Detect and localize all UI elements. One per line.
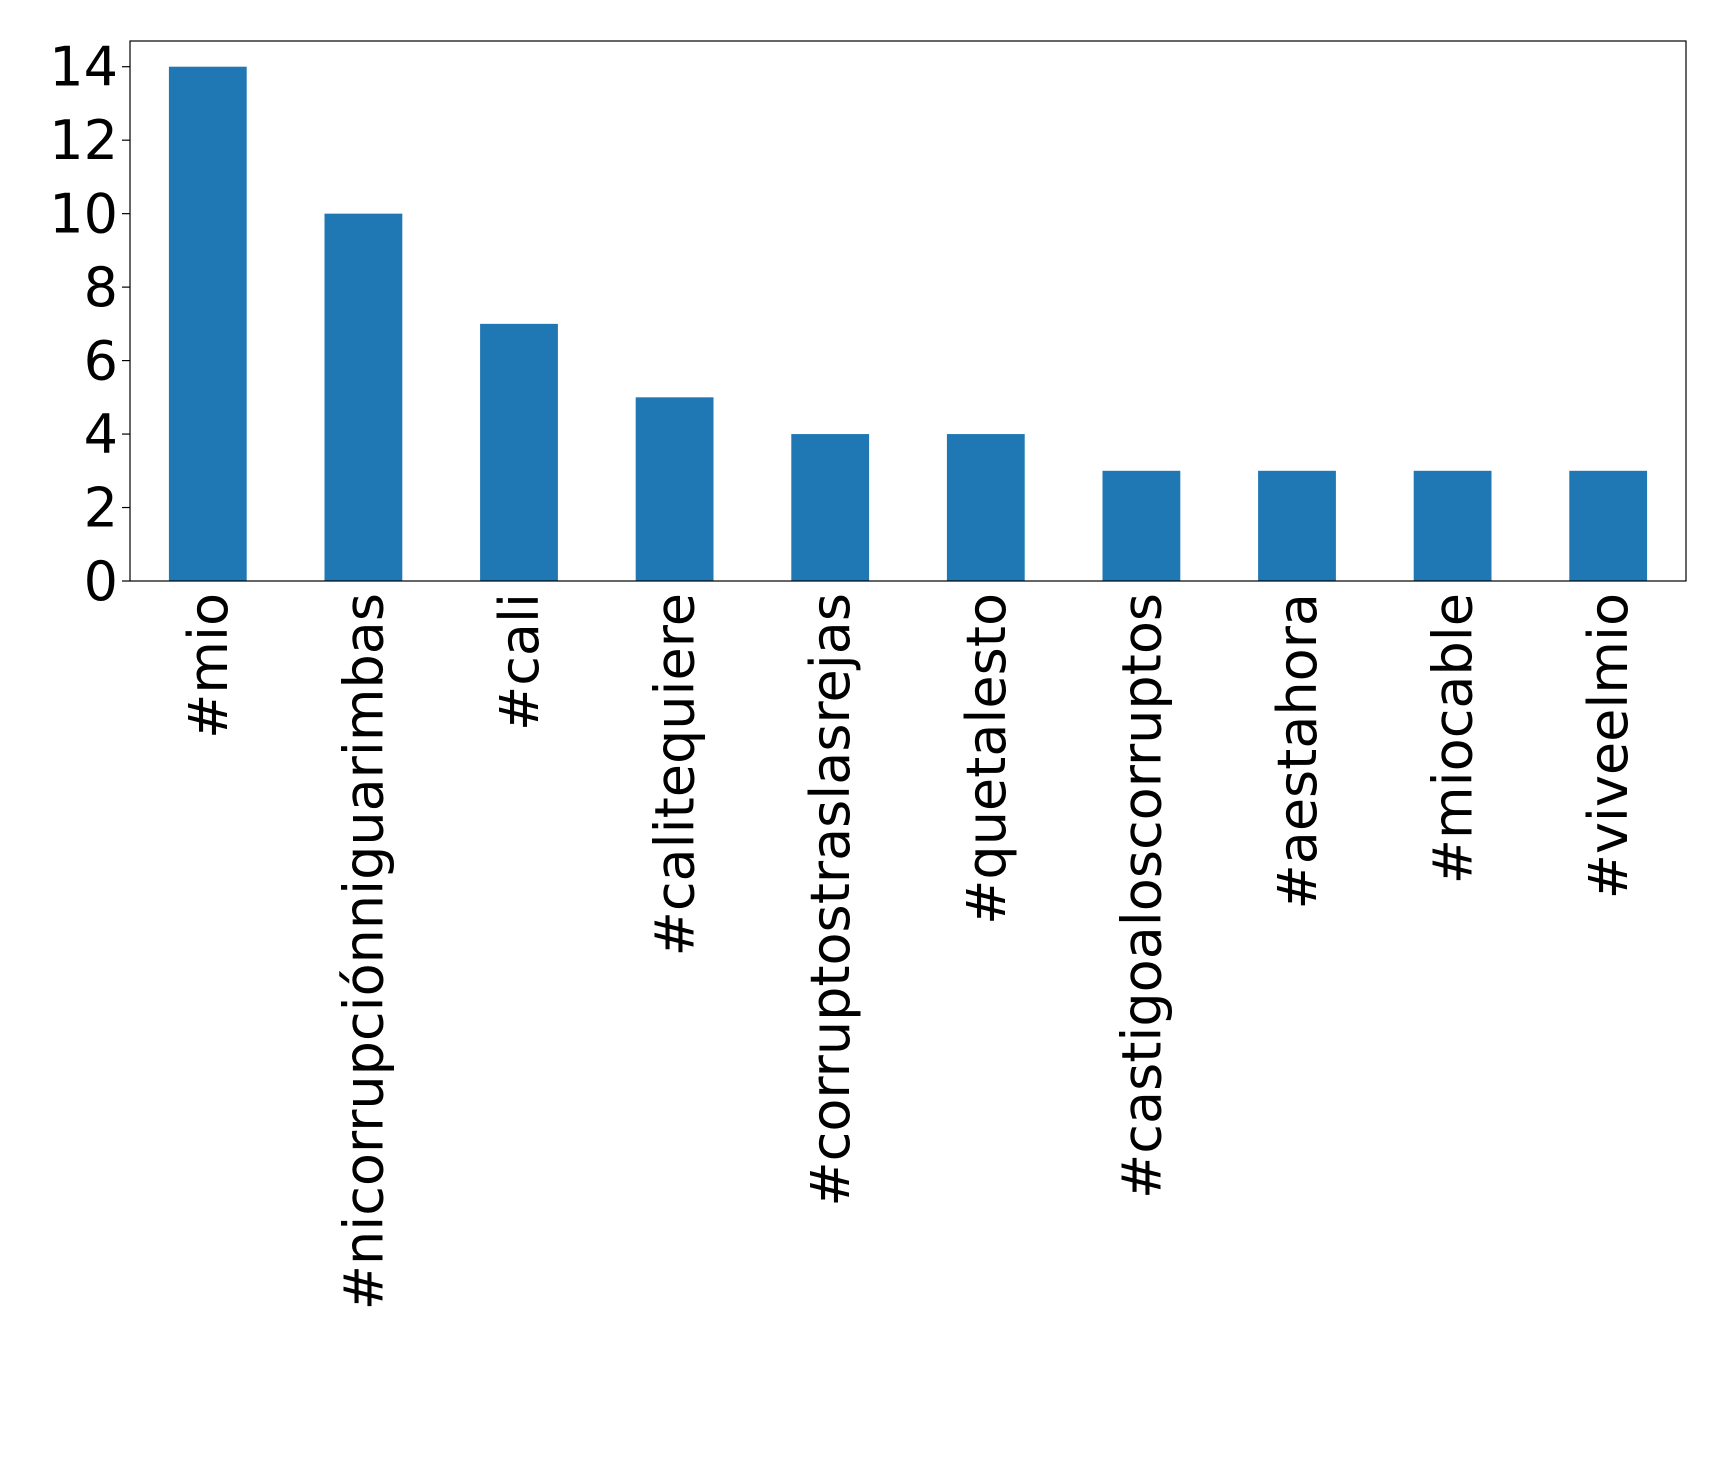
plot-frame [129, 40, 1687, 582]
x-tick-label: #castigoaloscorruptos [1110, 593, 1173, 1199]
y-tick-label: 10 [49, 183, 118, 246]
x-tick-label: #mio [177, 593, 240, 739]
x-tick-label: #corruptostraslasrejas [799, 593, 862, 1207]
bar [324, 213, 403, 581]
bar [168, 66, 247, 581]
y-tick-label: 12 [49, 109, 118, 172]
bar [1569, 470, 1648, 581]
bar [1413, 470, 1492, 581]
x-tick-label: #viveelmio [1577, 593, 1640, 899]
bar [480, 323, 558, 581]
x-tick-label: #quetalesto [955, 593, 1018, 925]
bar [1102, 470, 1181, 581]
y-tick-label: 2 [84, 477, 118, 540]
y-tick-label: 14 [49, 36, 118, 99]
bar [635, 397, 714, 581]
y-tick-label: 0 [84, 550, 118, 613]
x-tick-label: #aestahora [1266, 593, 1329, 910]
x-tick-label: #calitequiere [644, 593, 707, 956]
x-tick-label: #nicorrupciónniguarimbas [332, 593, 395, 1310]
x-tick-label: #miocable [1422, 593, 1485, 884]
bar [1258, 470, 1336, 581]
bar [791, 434, 870, 581]
y-tick-label: 4 [84, 403, 118, 466]
y-tick-label: 6 [84, 330, 118, 393]
y-tick-label: 8 [84, 256, 118, 319]
x-tick-label: #cali [488, 593, 551, 731]
bar [946, 434, 1025, 581]
